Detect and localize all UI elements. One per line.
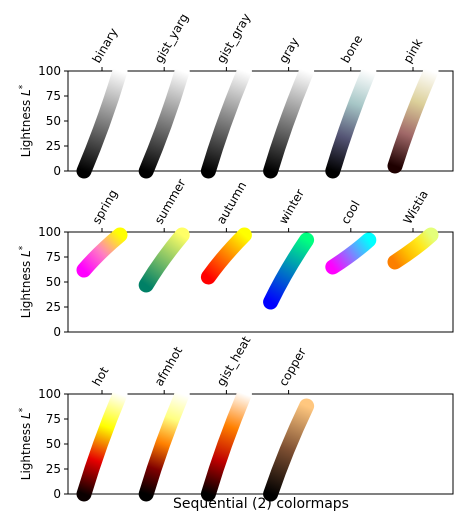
y-tick-label: 100 xyxy=(38,387,61,401)
x-tick-label: spring xyxy=(89,187,120,226)
colormap-lightness-gist_heat xyxy=(208,394,244,494)
y-tick-label: 0 xyxy=(53,164,61,178)
y-tick-label: 75 xyxy=(46,89,61,103)
y-tick-label: 75 xyxy=(46,412,61,426)
x-tick-label: hot xyxy=(89,364,111,388)
colormap-lightness-hot xyxy=(84,394,120,494)
y-tick-label: 100 xyxy=(38,64,61,78)
y-tick-label: 75 xyxy=(46,250,61,264)
y-axis-label: Lightness L* xyxy=(18,84,33,157)
x-tick-label: afmhot xyxy=(152,344,186,388)
axes-frame xyxy=(68,232,453,332)
chart-panel-2: 0 25 50 75 100 Lightness L* spring summer autumn… xyxy=(18,177,453,339)
colormap-lightness-copper xyxy=(271,406,307,494)
x-tick-label: binary xyxy=(89,26,120,66)
x-tick-label: winter xyxy=(276,187,307,227)
x-tick-label: Wistia xyxy=(400,188,430,227)
figure-xlabel: Sequential (2) colormaps xyxy=(173,496,349,512)
y-tick-label: 50 xyxy=(46,114,61,128)
y-tick-label: 25 xyxy=(46,300,61,314)
x-tick-label: pink xyxy=(400,36,425,65)
y-tick-label: 50 xyxy=(46,275,61,289)
y-tick-label: 0 xyxy=(53,325,61,339)
colormap-lightness-pink xyxy=(395,71,431,166)
chart-panel-3: 0 25 50 75 100 Lightness L* hot afmhot gist_heat… xyxy=(18,334,453,501)
x-tick-label: cool xyxy=(338,198,362,226)
colormap-lightness-gist_gray xyxy=(208,71,244,171)
y-tick-label: 25 xyxy=(46,139,61,153)
chart-panel-1: 0 25 50 75 100 Lightness L* binary gist_yarg gis… xyxy=(18,11,453,178)
colormap-lightness-winter xyxy=(271,240,307,302)
y-tick-label: 100 xyxy=(38,225,61,239)
y-tick-label: 25 xyxy=(46,462,61,476)
y-axis-label: Lightness L* xyxy=(18,245,33,318)
x-tick-label: copper xyxy=(276,346,309,389)
y-axis-label: Lightness L* xyxy=(18,407,33,480)
x-tick-label: gist_gray xyxy=(214,11,254,66)
colormap-lightness-afmhot xyxy=(146,394,182,494)
y-tick-label: 0 xyxy=(53,487,61,501)
colormap-lightness-gist_yarg xyxy=(146,71,182,171)
colormap-lightness-summer xyxy=(146,235,182,285)
x-tick-label: bone xyxy=(338,33,365,66)
colormap-lightness-cool xyxy=(333,240,369,267)
x-tick-label: autumn xyxy=(214,179,249,226)
colormap-lightness-autumn xyxy=(208,235,244,277)
colormap-lightness-spring xyxy=(84,235,120,270)
x-tick-label: gray xyxy=(276,35,302,65)
x-tick-label: gist_yarg xyxy=(152,11,191,65)
x-tick-label: gist_heat xyxy=(214,334,254,389)
x-tick-label: summer xyxy=(152,177,189,227)
y-tick-label: 50 xyxy=(46,437,61,451)
axes-frame xyxy=(68,394,453,494)
colormap-lightness-gray xyxy=(271,71,307,171)
colormap-lightness-bone xyxy=(333,71,369,171)
colormap-lightness-binary xyxy=(84,71,120,171)
colormap-lightness-Wistia xyxy=(395,235,431,262)
